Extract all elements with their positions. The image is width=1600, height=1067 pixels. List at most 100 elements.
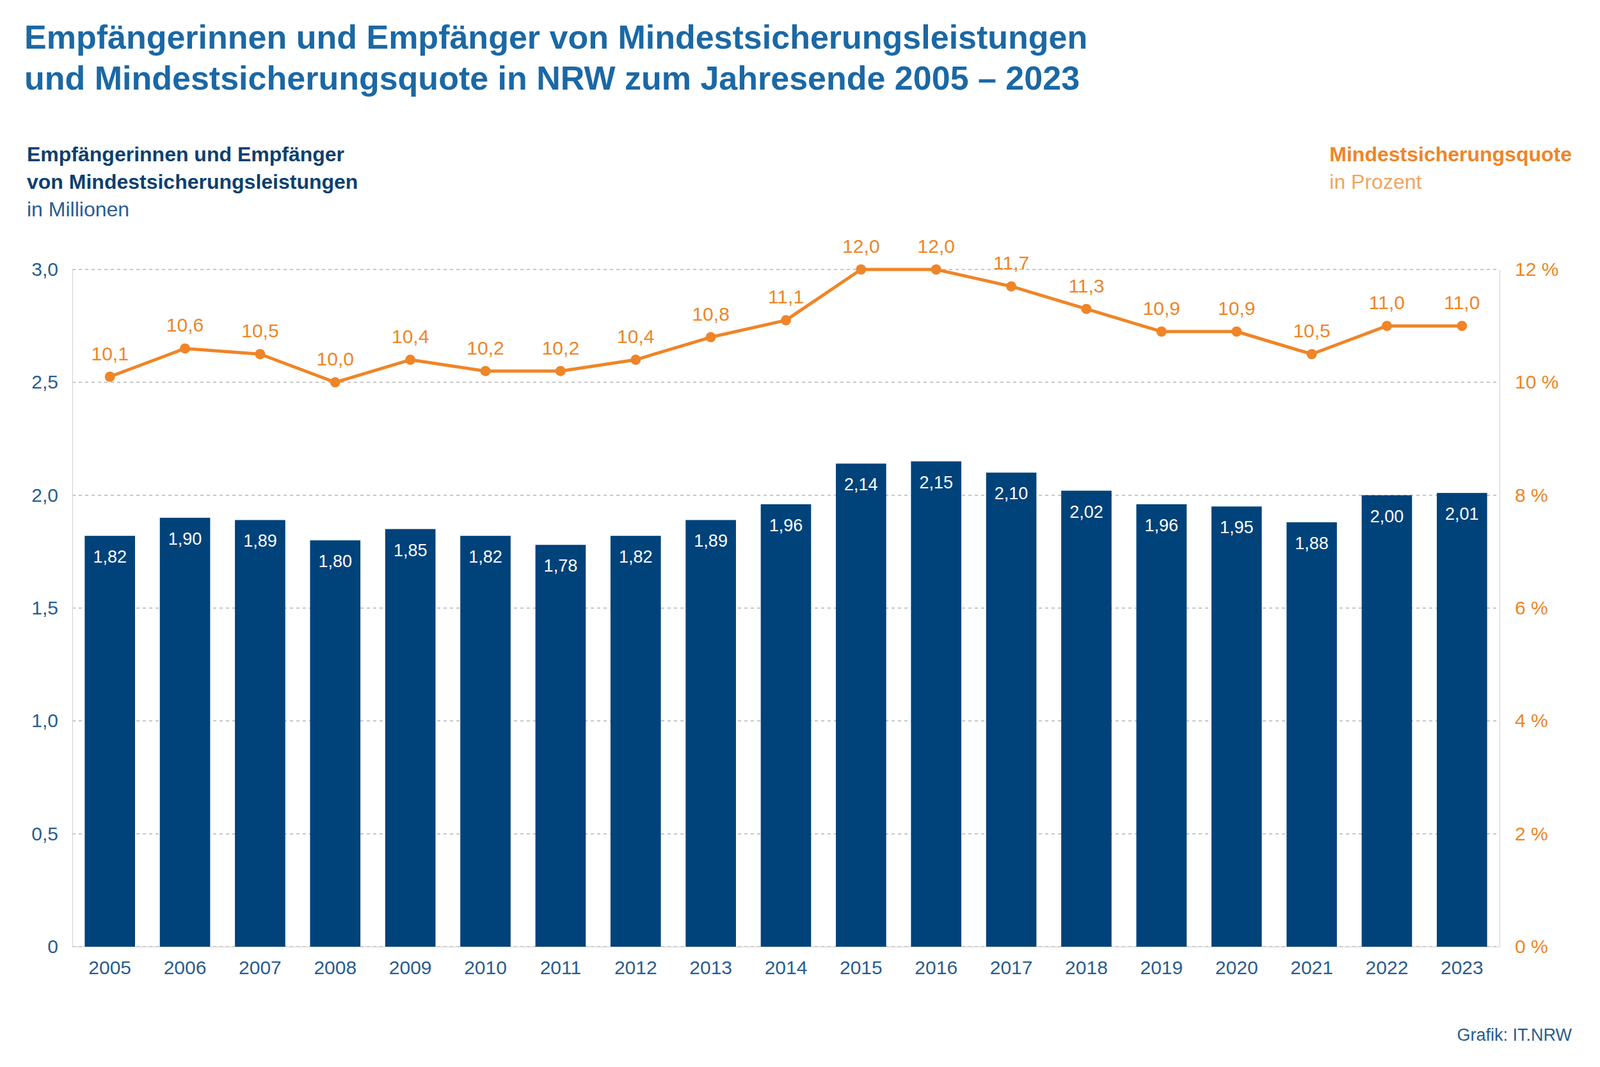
x-tick: 2010 (464, 946, 507, 978)
title-line: und Mindestsicherungsquote in NRW zum Ja… (24, 59, 1080, 97)
x-tick-label: 2015 (839, 956, 883, 978)
line-label: 10,5 (1292, 320, 1330, 342)
line-marker (104, 371, 116, 383)
grid (72, 269, 1500, 947)
y2-axis-series-title: Mindestsicherungsquote (1329, 142, 1572, 166)
y-tick-label: 3,0 (31, 258, 59, 280)
x-tick: 2018 (1064, 946, 1108, 978)
x-tick-label: 2017 (990, 956, 1033, 978)
y2-tick: 4 % (1499, 709, 1549, 731)
bar-label: 1,88 (1294, 533, 1329, 553)
line-series (104, 264, 1468, 388)
line-label: 11,3 (1068, 275, 1104, 297)
x-tick-label: 2023 (1440, 956, 1484, 978)
plot-area (84, 264, 1487, 947)
bar (1361, 495, 1413, 947)
line-label: 10,0 (316, 348, 354, 370)
x-tick-label: 2021 (1290, 956, 1334, 978)
line-label: 11,0 (1368, 291, 1405, 313)
grid-line (72, 382, 1500, 384)
bar-label: 1,82 (468, 547, 503, 567)
line (110, 269, 1463, 383)
x-axis: 2005200620072008200920102011201220132014… (72, 946, 1501, 978)
x-tick-label: 2012 (614, 956, 658, 978)
bar (84, 535, 136, 947)
line-marker (1456, 320, 1467, 331)
bar-label: 2,02 (1069, 502, 1104, 522)
x-tick: 2011 (540, 946, 582, 978)
y-tick: 0 (47, 935, 73, 957)
x-tick: 2005 (88, 946, 132, 978)
line-label: 10,1 (90, 343, 128, 365)
x-tick-label: 2016 (914, 956, 958, 978)
y2-tick: 10 % (1499, 371, 1559, 393)
line-label: 10,6 (166, 314, 204, 336)
x-tick-label: 2007 (238, 956, 282, 978)
bar (835, 463, 887, 947)
x-tick: 2008 (313, 946, 357, 978)
x-tick-label: 2008 (313, 956, 357, 978)
bar (309, 540, 361, 947)
y-axis-series-title-line: Empfängerinnen und Empfänger (26, 142, 345, 166)
x-tick-label: 2019 (1139, 956, 1183, 978)
bar-label: 2,14 (844, 474, 879, 495)
x-axis-line (72, 946, 1501, 948)
bar-series (84, 461, 1487, 947)
y-axis-series-title-line: von Mindestsicherungsleistungen (26, 170, 358, 194)
x-tick: 2015 (839, 946, 883, 978)
bar-label: 1,85 (393, 540, 428, 560)
y-tick-label: 1,0 (31, 709, 59, 731)
line-label: 12,0 (842, 235, 880, 257)
bar-label: 1,96 (1144, 515, 1179, 536)
y2-tick-label: 4 % (1514, 709, 1549, 731)
y-tick-label: 2,5 (31, 371, 59, 393)
x-tick-label: 2006 (163, 956, 207, 978)
line-label: 11,1 (768, 286, 804, 308)
bar-label: 2,00 (1370, 506, 1405, 527)
y-tick: 2,5 (31, 371, 73, 393)
x-tick-label: 2010 (464, 956, 507, 978)
y-tick: 2,0 (31, 484, 73, 506)
bar (610, 535, 662, 947)
bar-label: 1,95 (1219, 517, 1254, 537)
bar (535, 544, 587, 947)
bar-label: 2,10 (994, 483, 1029, 504)
bar-label: 1,96 (769, 515, 804, 536)
line-label: 10,2 (466, 337, 504, 359)
bar-label: 2,01 (1445, 504, 1480, 524)
bar (910, 461, 962, 947)
line-marker (330, 376, 341, 388)
y-tick-label: 0 (47, 935, 59, 957)
line-label: 10,9 (1143, 297, 1181, 319)
x-tick-label: 2018 (1064, 956, 1108, 978)
x-tick: 2013 (689, 946, 733, 978)
x-tick-label: 2011 (540, 956, 582, 978)
bar-label: 1,89 (243, 531, 278, 551)
x-tick-label: 2013 (689, 956, 733, 978)
y2-tick: 0 % (1499, 935, 1549, 957)
y2-axis-title: in Prozent (1329, 170, 1422, 194)
x-tick: 2021 (1290, 946, 1334, 978)
y2-tick-label: 2 % (1514, 823, 1549, 845)
x-tick: 2007 (238, 946, 282, 978)
line-marker (555, 366, 566, 377)
bar (1436, 492, 1488, 947)
bar (1061, 490, 1112, 947)
y-axis-title: in Millionen (26, 197, 130, 221)
line-label: 10,4 (616, 325, 655, 347)
line-marker (1306, 348, 1318, 360)
line-marker (405, 354, 416, 365)
line-label: 10,9 (1217, 297, 1256, 319)
source: Grafik: IT.NRW (1456, 1025, 1572, 1045)
y2-tick-label: 6 % (1514, 597, 1549, 619)
y2-tick-label: 8 % (1514, 484, 1549, 506)
line-label: 12,0 (917, 235, 955, 257)
line-marker (254, 348, 265, 360)
bar (160, 517, 211, 947)
y-tick: 0,5 (31, 823, 73, 845)
data-labels: 1,821,901,891,801,851,821,781,821,891,96… (90, 235, 1480, 576)
x-tick-label: 2005 (88, 956, 132, 978)
bar (234, 519, 286, 947)
y-tick: 3,0 (31, 258, 73, 280)
bar (385, 529, 436, 947)
